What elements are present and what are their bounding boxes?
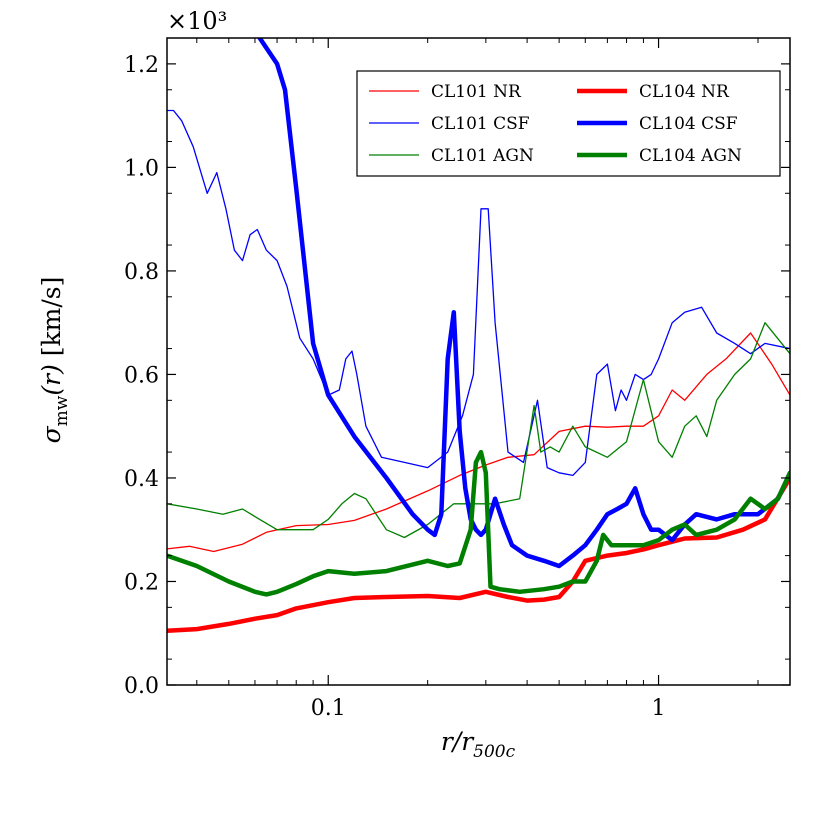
y-axis-title-text: σmw(r) [km/s]: [37, 277, 72, 444]
legend-box: [356, 70, 781, 177]
y-multiplier-label: ×10³: [167, 7, 227, 35]
y-tick-label: 0.4: [124, 467, 159, 492]
y-axis-title: σmw(r) [km/s]: [37, 277, 72, 444]
x-axis-title-text: r/r500c: [441, 727, 516, 762]
plot-frame: [166, 37, 791, 686]
y-tick-label: 0.8: [124, 260, 159, 285]
x-tick-label: 0.1: [311, 696, 346, 721]
series-line-cl104-nr: [167, 475, 790, 633]
y-tick-label: 0.2: [124, 570, 159, 595]
y-tick-label: 1.0: [124, 156, 159, 181]
x-tick-label: 1: [652, 696, 666, 721]
legend: CL101 NR CL101 CSF CL101 AGN CL104 NR CL104 …: [356, 70, 781, 177]
series-line-cl104-csf: [257, 38, 790, 569]
series-layer: [167, 38, 790, 633]
y-tick-label: 1.2: [124, 53, 159, 78]
legend-label: CL104 AGN: [639, 146, 742, 166]
series-line-cl101-csf: [167, 109, 790, 477]
legend-label: CL101 AGN: [431, 146, 534, 166]
y-tick-label: 0.6: [124, 363, 159, 388]
ticks-layer: 0.0 0.2 0.4 0.6 0.8 1.0 1.2 0.1 1: [124, 38, 790, 721]
legend-label: CL101 CSF: [431, 114, 530, 134]
legend-label: CL104 CSF: [639, 114, 738, 134]
series-line-cl104-agn: [167, 449, 790, 597]
series-line-cl101-agn: [167, 322, 790, 539]
series-line-cl101-nr: [167, 332, 790, 553]
legend-label: CL104 NR: [639, 82, 730, 102]
legend-label: CL101 NR: [431, 82, 522, 102]
x-axis-title: r/r500c: [441, 727, 516, 762]
y-tick-label: 0.0: [124, 674, 159, 699]
